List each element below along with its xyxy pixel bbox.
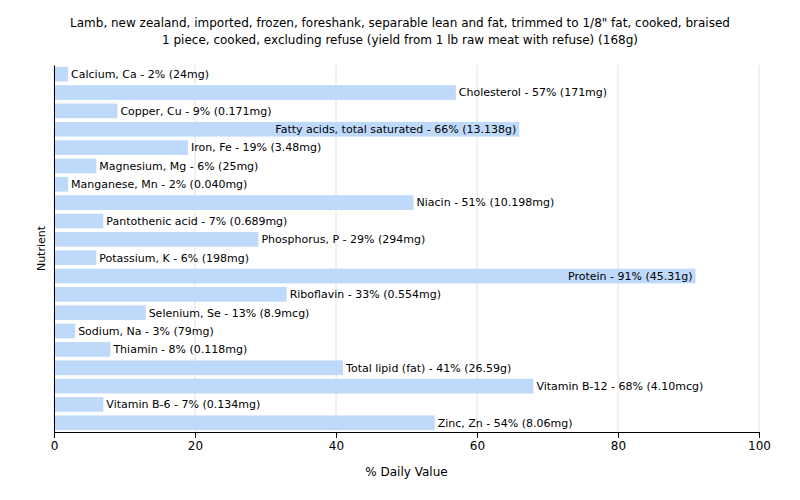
grid-line [477, 65, 478, 432]
bar-label: Zinc, Zn - 54% (8.06mg) [438, 417, 573, 430]
bar [54, 195, 414, 210]
plot: Calcium, Ca - 2% (24mg) Cholesterol - 57%… [51, 65, 771, 453]
bar [54, 67, 68, 82]
bar-label: Manganese, Mn - 2% (0.040mg) [71, 178, 247, 191]
x-tick: 0 [51, 432, 59, 453]
bar [54, 379, 533, 394]
bar-label: Iron, Fe - 19% (3.48mg) [191, 141, 321, 154]
bar [54, 342, 110, 357]
bar [54, 232, 258, 247]
bars [54, 67, 696, 430]
x-tick-mark [477, 432, 478, 438]
bar [54, 122, 519, 137]
x-tick-label: 20 [188, 439, 203, 453]
bar [54, 159, 96, 174]
x-tick-mark [195, 432, 196, 438]
grid [54, 65, 759, 432]
bar-label: Total lipid (fat) - 41% (26.59g) [345, 362, 511, 375]
y-axis [54, 66, 55, 433]
y-axis-line [54, 66, 55, 433]
grid-line [336, 65, 337, 432]
bar [54, 287, 287, 302]
bar-label: Fatty acids, total saturated - 66% (13.1… [275, 123, 516, 136]
x-tick: 20 [188, 432, 203, 453]
x-axis: 0 20 40 60 80 100 [51, 432, 771, 453]
bar-label: Selenium, Se - 13% (8.9mcg) [149, 307, 310, 320]
grid-line [618, 65, 619, 432]
x-axis-title: % Daily Value [365, 465, 447, 479]
x-tick-label: 80 [611, 439, 626, 453]
bar [54, 85, 456, 100]
bar-label: Thiamin - 8% (0.118mg) [112, 343, 247, 356]
x-tick-label: 100 [748, 439, 771, 453]
bar [54, 269, 696, 284]
bar [54, 360, 343, 375]
bar [54, 324, 75, 339]
bar-label: Phosphorus, P - 29% (294mg) [261, 233, 425, 246]
bar [54, 250, 96, 265]
bar-label: Potassium, K - 6% (198mg) [99, 252, 249, 265]
x-tick-mark [54, 432, 55, 438]
x-tick-mark [336, 432, 337, 438]
bar [54, 415, 435, 430]
x-tick-mark [618, 432, 619, 438]
bar-label: Vitamin B-6 - 7% (0.134mg) [106, 398, 260, 411]
x-axis-line [55, 432, 760, 433]
bar [54, 397, 103, 412]
bar-label: Magnesium, Mg - 6% (25mg) [99, 160, 258, 173]
bar-label: Pantothenic acid - 7% (0.689mg) [106, 215, 287, 228]
bar-label: Vitamin B-12 - 68% (4.10mcg) [536, 380, 703, 393]
subtitle: 1 piece, cooked, excluding refuse (yield… [162, 33, 638, 47]
x-tick: 80 [611, 432, 626, 453]
x-tick-label: 40 [329, 439, 344, 453]
bar [54, 177, 68, 192]
grid-line [54, 65, 55, 432]
x-tick: 60 [470, 432, 485, 453]
x-tick: 100 [748, 432, 771, 453]
bar [54, 104, 117, 119]
bar [54, 214, 103, 229]
bar [54, 140, 188, 155]
bar-label: Sodium, Na - 3% (79mg) [78, 325, 214, 338]
bar-label: Protein - 91% (45.31g) [568, 270, 693, 283]
x-tick: 40 [329, 432, 344, 453]
title: Lamb, new zealand, imported, frozen, for… [70, 16, 730, 30]
x-tick-label: 60 [470, 439, 485, 453]
grid-line [759, 65, 760, 432]
chart: Lamb, new zealand, imported, frozen, for… [0, 0, 800, 500]
bar-label: Riboflavin - 33% (0.554mg) [290, 288, 441, 301]
grid-line [195, 65, 196, 432]
bar-labels: Calcium, Ca - 2% (24mg) Cholesterol - 57%… [71, 68, 703, 430]
bar-label: Niacin - 51% (10.198mg) [417, 196, 555, 209]
bar-label: Calcium, Ca - 2% (24mg) [71, 68, 209, 81]
bar-label: Cholesterol - 57% (171mg) [459, 86, 607, 99]
x-tick-mark [759, 432, 760, 438]
y-axis-title: Nutrient [35, 225, 48, 271]
x-tick-label: 0 [51, 439, 59, 453]
bar [54, 305, 146, 320]
bar-label: Copper, Cu - 9% (0.171mg) [120, 105, 271, 118]
